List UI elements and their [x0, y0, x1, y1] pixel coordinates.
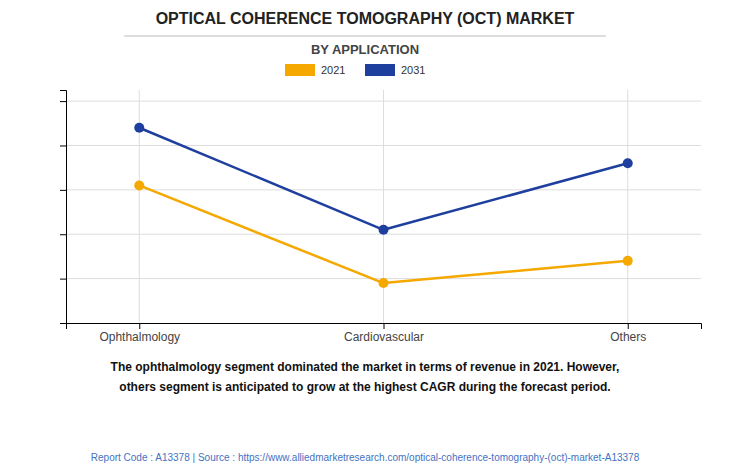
chart: OPTICAL COHERENCE TOMOGRAPHY (OCT) MARKE… [0, 0, 730, 473]
x-axis: Ophthalmology Cardiovascular Others [67, 323, 702, 344]
point [134, 180, 144, 190]
y-tick-mark [60, 279, 66, 280]
x-tick-mark [139, 323, 140, 329]
y-tick-mark [60, 190, 66, 191]
y-tick [60, 190, 66, 191]
y-tick [60, 145, 66, 146]
y-axis-line [60, 91, 67, 324]
point [379, 278, 389, 288]
legend-label: 2031 [401, 64, 425, 76]
x-axis-line [67, 324, 702, 330]
separator [124, 36, 606, 37]
point [134, 123, 144, 133]
footer: Report Code : A13378 | Source : https://… [91, 452, 640, 463]
annotation: The ophthalmology segment dominated the … [111, 360, 620, 394]
x-tick: Others [610, 323, 646, 344]
x-tick: Ophthalmology [99, 323, 180, 344]
annotation-line: The ophthalmology segment dominated the … [111, 360, 620, 374]
annotation-line: others segment is anticipated to grow at… [119, 380, 610, 394]
x-tick-label: Cardiovascular [344, 330, 424, 344]
point [623, 158, 633, 168]
legend-label: 2021 [321, 64, 345, 76]
legend: 2021 2031 [285, 64, 425, 76]
title: OPTICAL COHERENCE TOMOGRAPHY (OCT) MARKE… [156, 10, 575, 27]
series-line [139, 185, 627, 283]
x-tick-mark [628, 323, 629, 329]
y-tick-mark [60, 101, 66, 102]
x-tick: Cardiovascular [344, 323, 424, 344]
x-tick-mark [384, 323, 385, 329]
y-tick [60, 279, 66, 280]
y-axis [60, 91, 67, 324]
legend-swatch [285, 64, 315, 76]
x-tick-label: Ophthalmology [99, 330, 180, 344]
subtitle: BY APPLICATION [311, 42, 419, 57]
series-group [134, 123, 632, 288]
y-tick-mark [60, 145, 66, 146]
grid-line [627, 90, 628, 323]
point [623, 256, 633, 266]
point [379, 225, 389, 235]
y-tick [60, 101, 66, 102]
legend-swatch [365, 64, 395, 76]
series-line [139, 128, 627, 230]
y-tick [60, 234, 66, 235]
grid [66, 90, 701, 323]
y-tick-mark [60, 234, 66, 235]
x-tick-label: Others [610, 330, 646, 344]
plot: Ophthalmology Cardiovascular Others [60, 90, 702, 344]
